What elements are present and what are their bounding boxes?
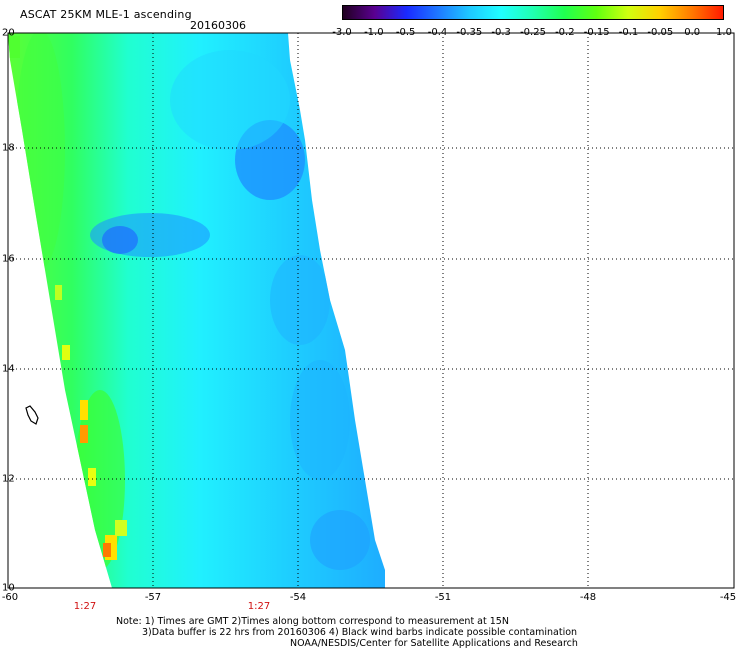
colorbar-tick-label: -0.25: [520, 27, 546, 38]
colorbar-tick-label: -0.5: [395, 27, 416, 38]
colorbar-tick-label: -3.0: [332, 27, 352, 38]
wind-swath: [8, 33, 385, 588]
colorbar-tick-label: 1.0: [716, 27, 732, 38]
grid-lines: [8, 33, 734, 588]
swath-patch: [270, 255, 330, 345]
colorbar-tick-label: -0.15: [583, 27, 610, 38]
note-line-3: NOAA/NESDIS/Center for Satellite Applica…: [290, 638, 578, 649]
colorbar-tick-label: 0.0: [684, 27, 701, 38]
swath-patch: [290, 360, 350, 480]
lon-label: -57: [144, 592, 162, 603]
swath-patch: [102, 226, 138, 254]
lat-label: 18: [2, 142, 15, 154]
lon-label: -45: [719, 592, 737, 603]
swath-patch: [62, 345, 70, 360]
colorbar-tick-label: -0.4: [427, 27, 448, 38]
island-outline: [25, 405, 39, 425]
swath-patch: [310, 510, 370, 570]
colorbar-tick-label: -1.0: [364, 27, 384, 38]
lat-label: 14: [2, 363, 15, 375]
swath-patch: [80, 425, 88, 443]
chart-date: 20160306: [190, 19, 246, 32]
colorbar-tick-label: -0.1: [618, 27, 639, 38]
time-label: 1:27: [73, 601, 97, 612]
swath-patch: [15, 33, 65, 270]
lon-label: -51: [434, 592, 452, 603]
colorbar-tick-label: -0.35: [456, 27, 483, 38]
note-line-1: Note: 1) Times are GMT 2)Times along bot…: [116, 616, 509, 627]
swath-patch: [170, 50, 290, 150]
time-label: 1:27: [247, 601, 271, 612]
swath-patch: [8, 36, 20, 58]
chart-title: ASCAT 25KM MLE-1 ascending: [20, 8, 192, 21]
lat-label: 12: [2, 473, 15, 485]
colorbar-tick-label: -0.05: [647, 27, 674, 38]
note-line-2: 3)Data buffer is 22 hrs from 20160306 4)…: [142, 627, 578, 638]
swath-patch: [115, 520, 127, 536]
swath-patch: [55, 285, 62, 300]
lat-label: 20: [2, 27, 15, 39]
swath-patch: [88, 468, 96, 486]
colorbar-tick-label: -0.3: [491, 27, 511, 38]
swath-patch: [80, 400, 88, 420]
colorbar-tick-label: -0.2: [555, 27, 575, 38]
colorbar: [342, 5, 724, 20]
lat-label: 16: [2, 253, 15, 265]
lon-label: -48: [579, 592, 597, 603]
lon-label: -60: [1, 592, 19, 603]
swath-patch: [103, 543, 111, 557]
plot-frame: [7, 32, 735, 589]
lon-label: -54: [289, 592, 307, 603]
lat-label: 10: [2, 582, 15, 594]
